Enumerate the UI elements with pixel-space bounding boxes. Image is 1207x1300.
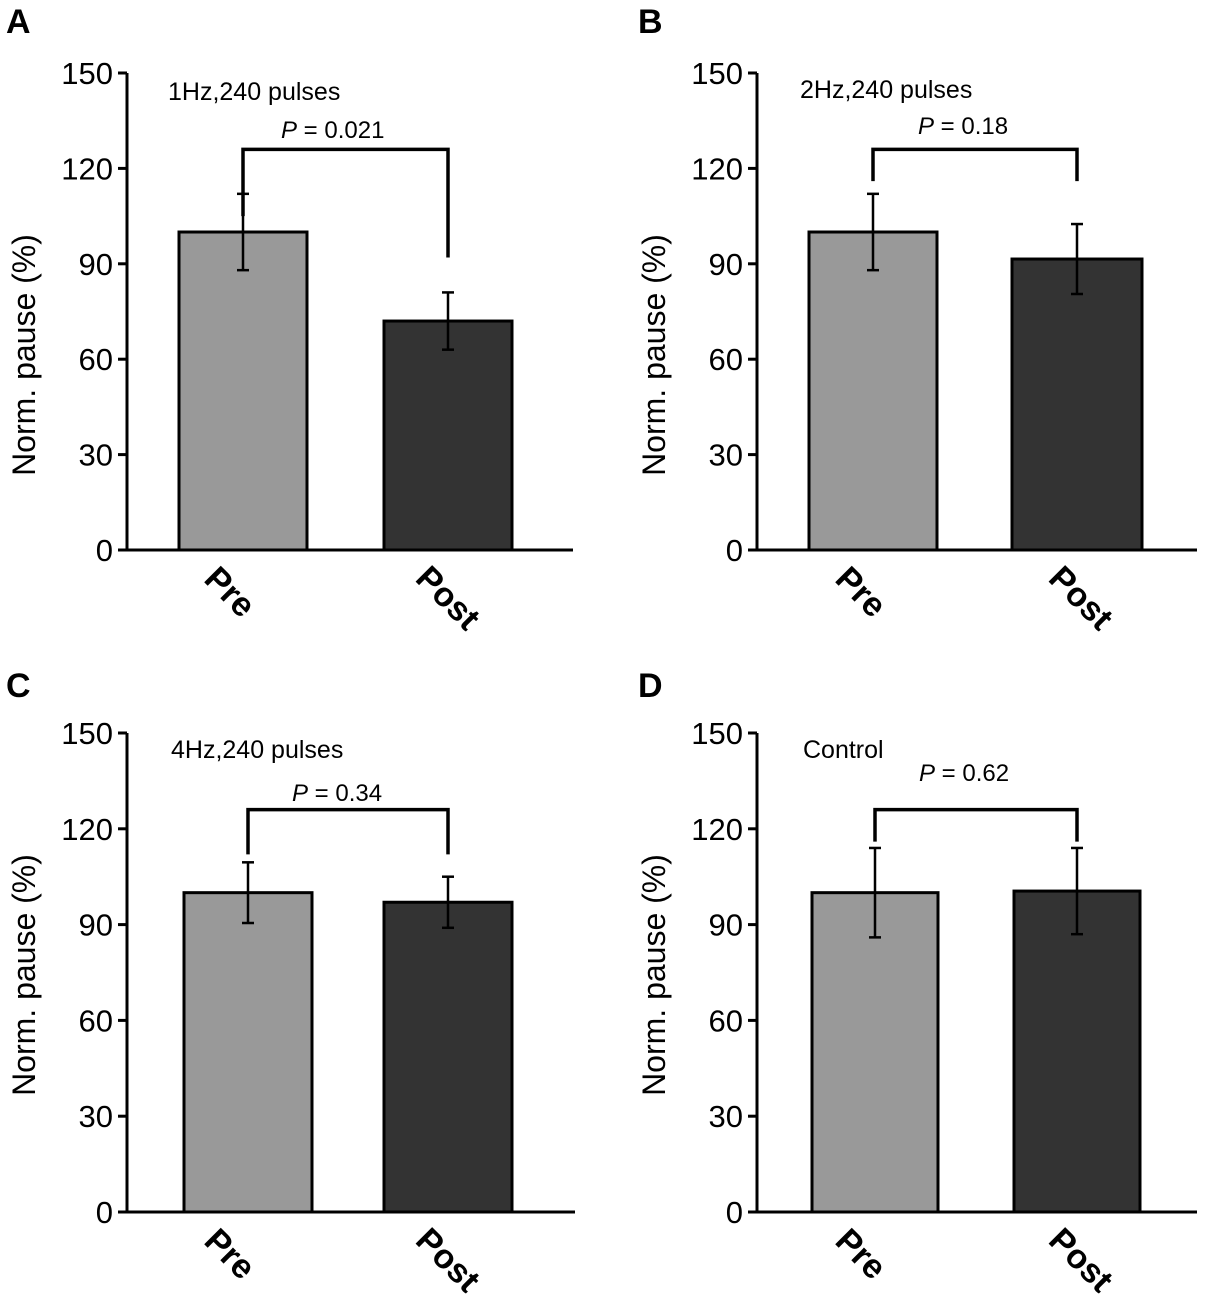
panel-title: 1Hz,240 pulses	[168, 78, 340, 106]
y-axis-label: Norm. pause (%)	[6, 234, 42, 476]
y-tick-label: 90	[79, 247, 113, 282]
panel-b: B 0 30 60 90 120 150 Norm. pause (%) Pre Post P = …	[636, 3, 1197, 638]
x-category-label: Post	[408, 559, 487, 638]
y-tick-label: 60	[79, 1003, 113, 1038]
y-tick-label: 120	[61, 151, 113, 186]
y-tick-label: 150	[61, 56, 113, 91]
y-tick-label: 30	[79, 1099, 113, 1134]
x-category-label: Post	[408, 1221, 487, 1300]
panel-letter: A	[6, 3, 31, 41]
bar-pre	[807, 230, 939, 552]
x-category-label: Post	[1041, 1221, 1120, 1300]
panel-d: D 0 30 60 90 120 150 Norm. pause (%) Pre Post P = …	[636, 667, 1197, 1300]
bar-pre	[182, 891, 314, 1214]
panel-title: 2Hz,240 pulses	[800, 76, 972, 104]
x-category-label: Pre	[197, 1221, 263, 1287]
significance-bracket	[241, 147, 450, 258]
y-tick-label: 30	[709, 438, 743, 473]
p-value-label: P = 0.34	[292, 780, 382, 807]
y-tick-label: 90	[709, 247, 743, 282]
y-tick-label: 30	[79, 438, 113, 473]
y-tick-label: 60	[709, 342, 743, 377]
significance-bracket	[246, 807, 450, 855]
panel-a: A 0 30 60 90 120 150 Norm. pause (%) Pre Post P = …	[6, 3, 573, 638]
p-value: = 0.021	[297, 117, 384, 144]
x-category-label: Post	[1041, 559, 1120, 638]
y-tick-label: 60	[709, 1003, 743, 1038]
y-axis-label: Norm. pause (%)	[636, 854, 672, 1096]
x-category-label: Pre	[828, 1221, 894, 1287]
panel-letter: B	[638, 3, 663, 41]
p-symbol: P	[281, 117, 297, 144]
y-axis-label: Norm. pause (%)	[6, 854, 42, 1096]
significance-bracket	[873, 807, 1079, 842]
y-axis-label: Norm. pause (%)	[636, 234, 672, 476]
y-tick-label: 0	[726, 533, 743, 568]
x-category-label: Pre	[828, 559, 894, 625]
bar-post	[1012, 889, 1142, 1214]
p-symbol: P	[918, 113, 934, 140]
bar-pre	[810, 891, 940, 1214]
x-category-label: Pre	[197, 559, 263, 625]
p-symbol: P	[292, 780, 308, 807]
bar-post	[382, 319, 514, 552]
panel-title: Control	[803, 736, 884, 764]
p-value-label: P = 0.021	[281, 117, 384, 144]
y-tick-label: 90	[79, 908, 113, 943]
p-value: = 0.18	[934, 113, 1008, 140]
y-tick-label: 150	[691, 716, 743, 751]
p-symbol: P	[919, 760, 935, 787]
y-tick-label: 30	[709, 1099, 743, 1134]
y-tick-label: 150	[691, 56, 743, 91]
y-tick-label: 120	[691, 812, 743, 847]
y-tick-label: 60	[79, 342, 113, 377]
y-tick-label: 0	[96, 1195, 113, 1230]
p-value-label: P = 0.62	[919, 760, 1009, 787]
y-tick-label: 0	[96, 533, 113, 568]
bar-post	[1010, 257, 1144, 552]
y-tick-label: 120	[61, 812, 113, 847]
y-tick-label: 90	[709, 908, 743, 943]
bar-pre	[177, 230, 309, 552]
panel-letter: D	[638, 667, 663, 705]
p-value: = 0.34	[308, 780, 382, 807]
panel-c: C 0 30 60 90 120 150 Norm. pause (%) Pre Post P = …	[6, 667, 575, 1300]
bar-post	[382, 900, 514, 1214]
p-value-label: P = 0.18	[918, 113, 1008, 140]
y-tick-label: 120	[691, 151, 743, 186]
panel-title: 4Hz,240 pulses	[171, 736, 343, 764]
p-value: = 0.62	[935, 760, 1009, 787]
y-tick-label: 0	[726, 1195, 743, 1230]
panel-letter: C	[6, 667, 31, 705]
y-tick-label: 150	[61, 716, 113, 751]
significance-bracket	[871, 147, 1079, 182]
